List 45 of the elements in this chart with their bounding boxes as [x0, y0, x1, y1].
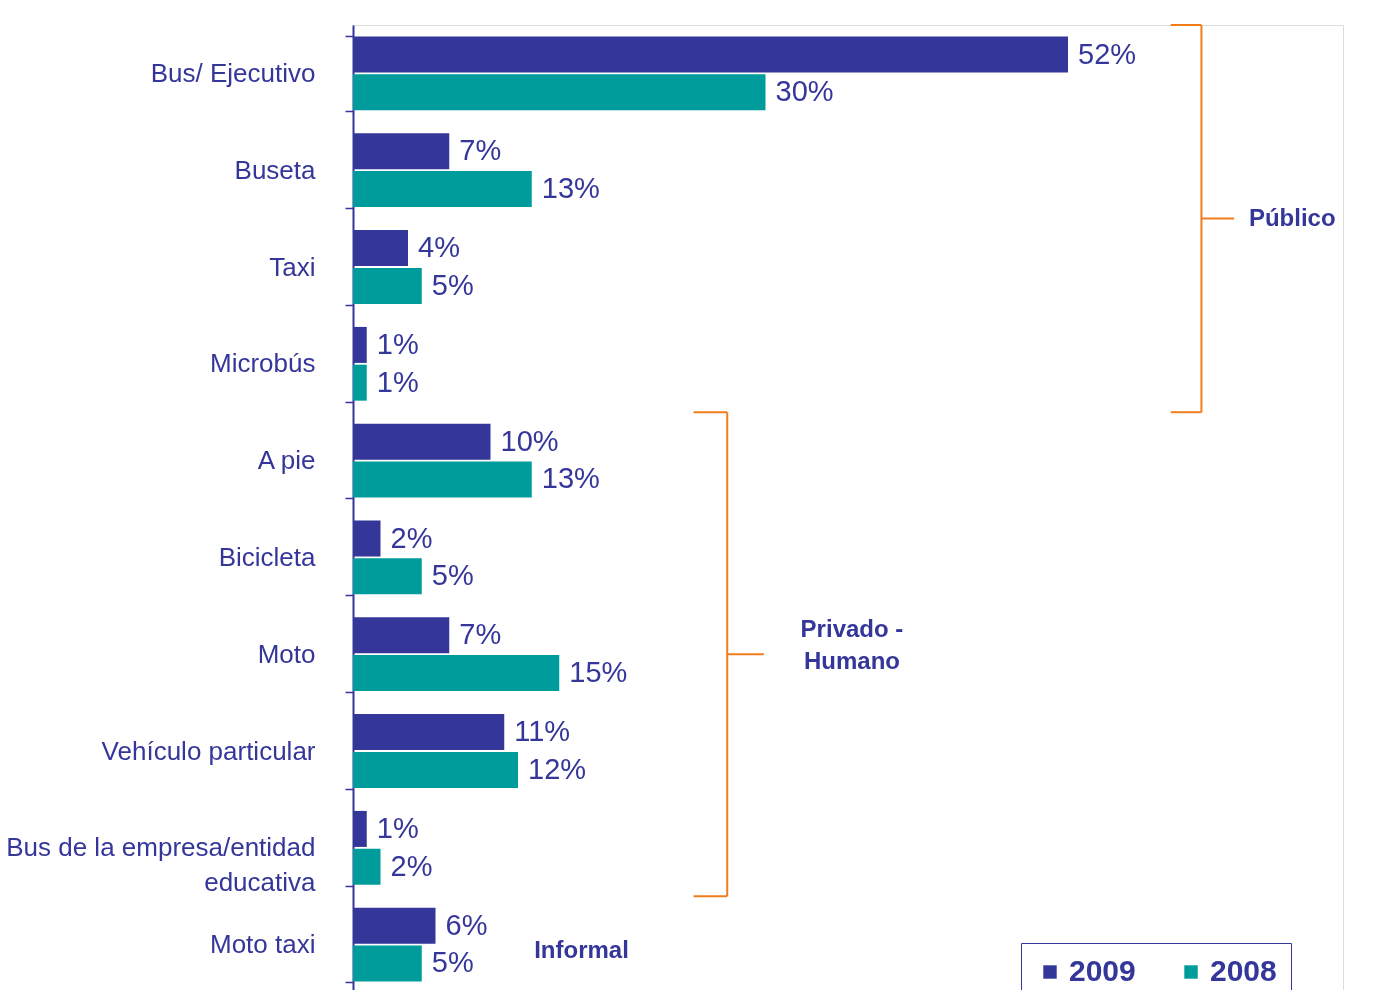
- data-label: 7%: [459, 618, 502, 651]
- bar: [353, 751, 518, 788]
- data-label: 30%: [775, 75, 834, 108]
- bar: [353, 655, 560, 692]
- annotation: Privado - Humano: [800, 615, 904, 675]
- data-label: 11%: [514, 715, 571, 748]
- data-label: 2%: [390, 521, 433, 554]
- bar: [353, 267, 422, 304]
- data-label: 15%: [569, 656, 628, 689]
- data-label: 6%: [445, 908, 488, 941]
- data-label: 2%: [390, 849, 433, 882]
- data-label: 52%: [1078, 37, 1137, 70]
- y-tick-label: Bicicleta: [218, 541, 317, 572]
- y-tick-label: Bus de la empresa/entidad educativa: [6, 832, 317, 898]
- bar: [353, 461, 532, 498]
- data-label: 5%: [431, 946, 474, 979]
- annotation: Público: [1248, 203, 1336, 231]
- bar: [353, 848, 381, 885]
- bar: [353, 364, 367, 401]
- data-label: 13%: [541, 172, 600, 205]
- bar: [353, 558, 422, 595]
- data-label: 7%: [459, 134, 502, 167]
- bar: [353, 945, 422, 982]
- data-label: 4%: [418, 231, 460, 264]
- bar: [353, 74, 766, 111]
- y-tick-label: Bus/ Ejecutivo: [150, 57, 316, 88]
- data-label: 13%: [541, 462, 600, 495]
- data-label: 5%: [431, 268, 474, 301]
- y-tick-label: A pie: [257, 445, 316, 476]
- data-label: 1%: [376, 327, 419, 360]
- y-tick-label: Microbús: [210, 348, 316, 379]
- data-label: 5%: [431, 559, 474, 592]
- data-label: 10%: [500, 424, 559, 457]
- y-tick-label: Moto taxi: [210, 929, 316, 960]
- y-tick-label: Buseta: [234, 154, 317, 185]
- data-label: 12%: [528, 752, 587, 785]
- y-tick-label: Taxi: [269, 251, 316, 282]
- data-label: 1%: [376, 365, 419, 398]
- y-tick-label: Vehículo particular: [101, 735, 316, 766]
- data-label: 1%: [376, 811, 419, 844]
- legend-label: 2009: [1069, 954, 1136, 987]
- y-tick-label: Moto: [257, 638, 316, 669]
- annotation: Informal: [534, 936, 629, 963]
- legend-label: 2008: [1210, 954, 1277, 987]
- bar: [353, 171, 532, 208]
